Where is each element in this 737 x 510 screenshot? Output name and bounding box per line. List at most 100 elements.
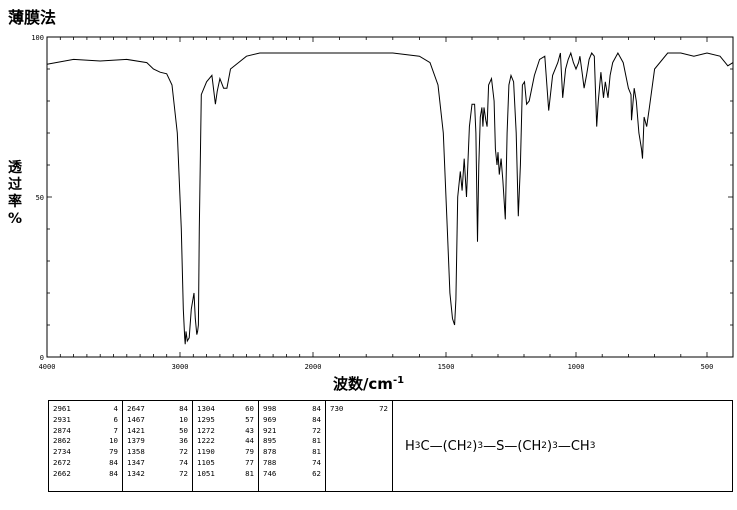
y-label-char: % (7, 211, 23, 227)
peak-row: 2931 6 (53, 415, 118, 426)
peak-wavenumber: 2961 (53, 404, 71, 413)
x-tick-label: 500 (701, 363, 714, 371)
peak-wavenumber: 730 (330, 404, 344, 413)
x-tick-label: 2000 (305, 363, 322, 371)
peak-wavenumber: 788 (263, 457, 277, 467)
peak-transmittance: 77 (245, 457, 254, 467)
y-label-char: 过 (8, 177, 22, 193)
plot-frame (46, 36, 734, 358)
x-axis-label-exponent: -1 (392, 375, 405, 386)
y-tick-label: 50 (36, 194, 44, 202)
formula-atom: C (420, 438, 430, 454)
peak-row: 895 81 (263, 436, 321, 447)
y-tick-label: 0 (40, 354, 44, 362)
peak-transmittance: 7 (113, 425, 118, 435)
peak-wavenumber: 1295 (197, 414, 215, 424)
peak-wavenumber: 1379 (127, 436, 145, 446)
structure-formula: H 3 C — (CH 2) 3— S — (CH 2) 3— CH 3 (393, 401, 732, 491)
peak-wavenumber: 2931 (53, 414, 71, 424)
x-tick-label: 1500 (438, 363, 455, 371)
formula-subscript: 3 (477, 441, 484, 451)
peak-row: 1295 57 (197, 415, 254, 426)
peak-row: 1304 60 (197, 404, 254, 415)
chart-title: 薄膜法 (8, 8, 57, 27)
peak-row: 1222 44 (197, 436, 254, 447)
peak-row: 1467 10 (127, 415, 188, 426)
x-tick-label: 3000 (172, 363, 189, 371)
peak-transmittance: 84 (179, 404, 188, 413)
peak-transmittance: 72 (179, 447, 188, 457)
peak-wavenumber: 2734 (53, 447, 71, 457)
peak-row: 746 62 (263, 469, 321, 480)
peak-wavenumber: 1272 (197, 425, 215, 435)
formula-subscript: 2 (541, 441, 548, 451)
peak-row: 2662 84 (53, 469, 118, 480)
peak-wavenumber: 2672 (53, 457, 71, 467)
peak-wavenumber: 746 (263, 468, 277, 478)
formula-group: ) (547, 438, 553, 454)
peak-row: 1190 79 (197, 447, 254, 458)
spectrum-line (46, 51, 734, 345)
peak-transmittance: 74 (312, 457, 321, 467)
peak-transmittance: 4 (113, 404, 118, 413)
peak-column: 1304 60 1295 57 1272 43 1222 44 1190 79 1105 77 1051… (193, 401, 259, 491)
peak-row: 998 84 (263, 404, 321, 415)
peak-row: 1379 36 (127, 436, 188, 447)
spectrum-chart: 4000 3000 2000 1500 1000 500 0 50 100 (31, 34, 734, 371)
peak-row: 878 81 (263, 447, 321, 458)
formula-atom: S (496, 438, 505, 454)
peak-transmittance: 36 (179, 436, 188, 446)
peak-row: 1421 50 (127, 426, 188, 437)
x-axis-label-text: 波数/cm (332, 375, 393, 393)
peak-wavenumber: 1222 (197, 436, 215, 446)
peak-row: 1342 72 (127, 469, 188, 480)
y-label-char: 率 (8, 194, 22, 210)
peak-transmittance: 72 (179, 468, 188, 478)
peak-transmittance: 62 (312, 468, 321, 478)
peak-row: 2672 84 (53, 458, 118, 469)
peak-transmittance: 57 (245, 414, 254, 424)
peak-transmittance: 43 (245, 425, 254, 435)
peak-row: 1358 72 (127, 447, 188, 458)
peak-transmittance: 81 (312, 436, 321, 446)
peak-transmittance: 72 (379, 404, 388, 413)
peak-wavenumber: 1051 (197, 468, 215, 478)
formula-group: (CH (517, 438, 542, 454)
peak-wavenumber: 1342 (127, 468, 145, 478)
peak-row: 730 72 (330, 404, 388, 415)
x-tick-label: 1000 (568, 363, 585, 371)
peak-row: 1105 77 (197, 458, 254, 469)
formula-subscript: 3 (552, 441, 558, 451)
peak-wavenumber: 1190 (197, 447, 215, 457)
peak-row: 788 74 (263, 458, 321, 469)
formula-subscript: 3 (589, 441, 596, 451)
peak-wavenumber: 1105 (197, 457, 215, 467)
peak-row: 921 72 (263, 426, 321, 437)
x-tick-label: 4000 (39, 363, 56, 371)
peak-wavenumber: 998 (263, 404, 277, 413)
x-axis-label: 波数/cm-1 (0, 373, 737, 394)
formula-bond: — (557, 438, 571, 454)
formula-atom: H (405, 438, 415, 454)
peak-wavenumber: 2862 (53, 436, 71, 446)
peak-transmittance: 84 (109, 468, 118, 478)
peak-row: 1272 43 (197, 426, 254, 437)
peak-row: 2647 84 (127, 404, 188, 415)
peak-row: 2961 4 (53, 404, 118, 415)
peak-wavenumber: 1467 (127, 414, 145, 424)
peak-transmittance: 74 (179, 457, 188, 467)
formula-group: (CH (442, 438, 467, 454)
peak-transmittance: 6 (113, 414, 118, 424)
peak-column: 2961 4 2931 6 2874 7 2862 10 2734 79 2672 84 2662 84 (49, 401, 123, 491)
peak-wavenumber: 1358 (127, 447, 145, 457)
peak-row: 2862 10 (53, 436, 118, 447)
peak-wavenumber: 895 (263, 436, 277, 446)
peak-transmittance: 72 (312, 425, 321, 435)
peak-column: 730 72 (326, 401, 393, 491)
formula-bond: — (429, 438, 443, 454)
peak-wavenumber: 921 (263, 425, 277, 435)
formula-bond: — (504, 438, 518, 454)
peak-transmittance: 79 (245, 447, 254, 457)
peak-transmittance: 10 (109, 436, 118, 446)
peak-row: 2734 79 (53, 447, 118, 458)
